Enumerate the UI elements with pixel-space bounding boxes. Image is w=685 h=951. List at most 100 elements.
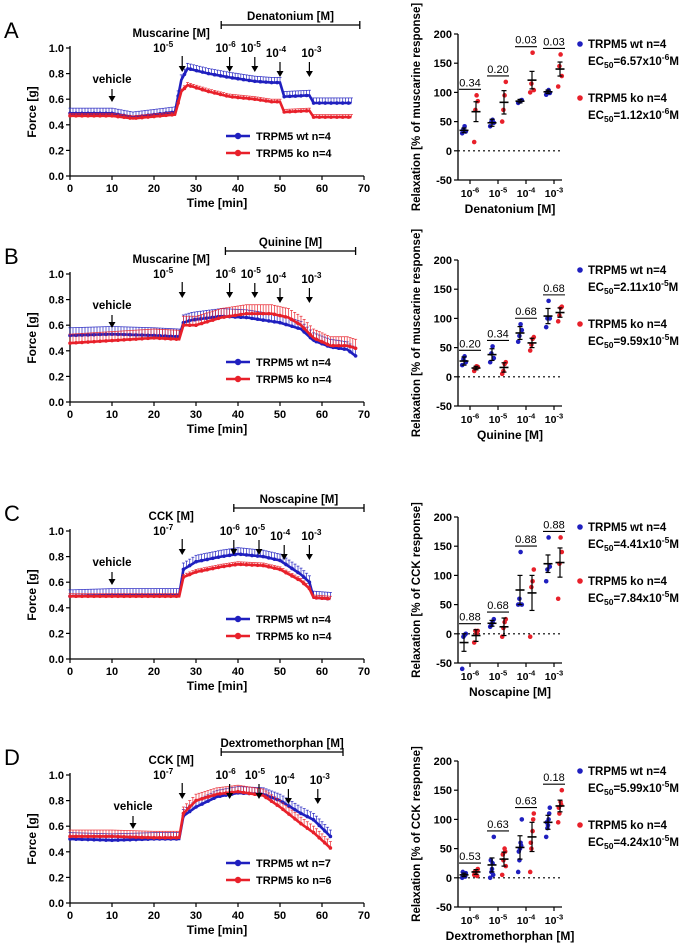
- ko-data-point: [530, 817, 536, 822]
- series-point: [110, 594, 114, 599]
- agonist-concentration: 10-7: [153, 523, 174, 538]
- pvalue-label: 0.18: [543, 772, 564, 784]
- series-point: [293, 109, 298, 114]
- series-point: [239, 315, 243, 320]
- dose-legend-ec50-wt: EC50=2.11x10-5M: [588, 278, 678, 296]
- pvalue-label: 0.88: [543, 519, 564, 531]
- series-point: [272, 566, 277, 570]
- legend-marker-wt: [234, 358, 242, 366]
- y-tick-label: 0.4: [49, 847, 65, 859]
- series-point: [307, 580, 312, 584]
- series-point: [331, 343, 336, 348]
- y-tick-label: 0.4: [49, 603, 65, 615]
- power-base: 10: [461, 671, 473, 683]
- series-point: [288, 94, 292, 99]
- power-exponent: -3: [323, 772, 331, 781]
- series-point: [134, 835, 138, 839]
- series-point: [264, 99, 268, 103]
- dose-y-tick-label: 0: [446, 629, 452, 641]
- concentration-arrow-head: [226, 793, 234, 799]
- panel-A: A 0.0 0.2 0.4 0.6 0.8 1.0 0 10 20 30 40 50 60 70 Time […: [4, 3, 679, 216]
- x-axis-title: Time [min]: [187, 422, 247, 436]
- series-point: [296, 570, 300, 575]
- series-point: [74, 594, 78, 599]
- ec-unit: M: [669, 837, 679, 849]
- ko-data-point: [471, 139, 477, 145]
- pvalue-label: 0.03: [543, 36, 564, 48]
- x-tick-label: 60: [316, 666, 328, 678]
- series-point: [299, 811, 303, 816]
- ec-unit: M: [669, 336, 679, 348]
- x-tick-label: 30: [190, 183, 202, 195]
- series-point: [269, 80, 274, 85]
- ec-value: =4.41x10: [613, 539, 661, 551]
- series-point: [116, 114, 120, 119]
- series-point: [146, 115, 150, 119]
- wt-data-point: [490, 344, 495, 349]
- ec-value: =7.84x10: [613, 593, 661, 605]
- concentration-arrow-head: [251, 292, 259, 298]
- series-point: [261, 563, 266, 568]
- series-point: [323, 115, 328, 119]
- concentration-label: 10-5: [241, 40, 262, 55]
- ec-unit: M: [669, 282, 679, 294]
- power-exponent: -5: [258, 767, 266, 776]
- dose-legend-name-wt: TRPM5 wt n=4: [588, 265, 667, 277]
- power-exponent: -6: [472, 186, 479, 195]
- series-point: [128, 837, 132, 842]
- series-point: [222, 564, 226, 569]
- power-exponent: -5: [258, 523, 266, 532]
- power-exponent: -3: [314, 271, 322, 280]
- dose-response-plot: -50 0 50 100 150 200 Relaxation [% of muscarin…: [411, 229, 679, 442]
- series-point: [152, 835, 156, 840]
- series-point: [244, 311, 249, 316]
- wt-data-point: [547, 316, 553, 321]
- ko-data-point: [503, 79, 509, 85]
- power-base: 10: [517, 915, 529, 927]
- dose-x-tick-label: 10-4: [517, 412, 536, 426]
- series-point: [264, 80, 268, 84]
- x-tick-label: 50: [274, 910, 286, 922]
- ec-exponent: -6: [662, 52, 670, 62]
- series-point: [241, 77, 246, 82]
- series-point: [275, 99, 280, 104]
- series-point: [164, 113, 168, 118]
- legend-marker-ko: [234, 375, 242, 383]
- series-point: [206, 71, 211, 76]
- series-point: [98, 339, 102, 344]
- series-ko: [68, 784, 333, 850]
- legend-marker-ko: [234, 876, 242, 884]
- power-base: 10: [153, 43, 166, 55]
- ec-subscript: 50: [604, 787, 614, 797]
- series-point: [134, 116, 138, 120]
- power-exponent: -4: [287, 772, 295, 781]
- bracket-label: Denatonium [M]: [247, 11, 334, 23]
- legend-label-wt: TRPM5 wt n=4: [256, 357, 332, 369]
- concentration-label: 10-6: [216, 40, 237, 55]
- ec-unit: M: [669, 593, 679, 605]
- concentration-arrow-head: [226, 292, 234, 298]
- wt-data-point: [546, 535, 551, 540]
- series-point: [74, 837, 78, 841]
- series-point: [216, 555, 221, 559]
- panel-B: B 0.0 0.2 0.4 0.6 0.8 1.0 0 10 20 30 40 50 60 70 Time […: [4, 229, 679, 442]
- power-exponent: -5: [254, 40, 262, 49]
- series-point: [320, 596, 324, 600]
- panel-letter: C: [4, 501, 20, 526]
- concentration-label: 10-4: [270, 528, 291, 543]
- ec-subscript: 50: [604, 286, 614, 296]
- power-base: 10: [153, 269, 166, 281]
- series-point: [244, 315, 249, 320]
- series-point: [116, 594, 120, 599]
- series-point: [181, 811, 186, 816]
- x-tick-label: 0: [67, 183, 73, 195]
- series-point: [92, 834, 96, 839]
- dose-x-axis-title: Quinine [M]: [477, 428, 543, 442]
- series-point: [128, 337, 132, 342]
- panel-letter: D: [4, 745, 20, 770]
- series-point: [110, 838, 114, 843]
- dose-x-tick-label: 10-6: [461, 669, 479, 683]
- series-point: [122, 338, 126, 342]
- series-wt: [68, 786, 333, 843]
- dose-legend-marker-ko: [577, 95, 583, 101]
